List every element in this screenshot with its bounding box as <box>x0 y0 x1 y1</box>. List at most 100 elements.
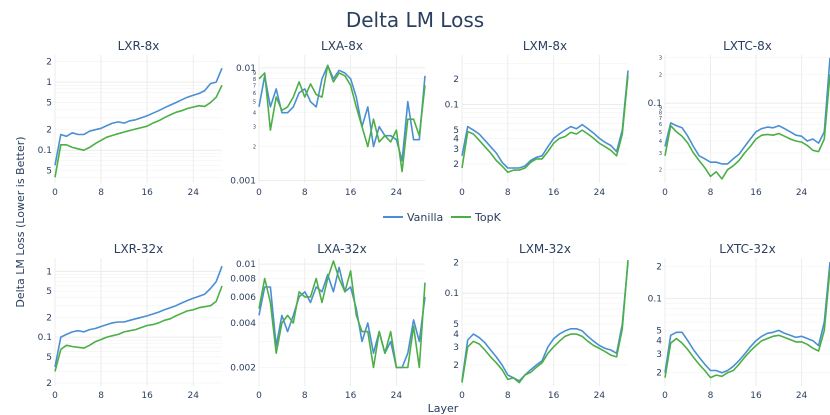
y-tick-label: 2 <box>656 369 662 379</box>
y-tick-label: 2 <box>46 313 52 323</box>
series-line-vanilla <box>54 67 223 166</box>
y-tick-label: 3 <box>453 343 459 353</box>
subplot-title: LXA-32x <box>317 242 367 256</box>
x-tick-label: 0 <box>662 391 668 401</box>
series-line-topk <box>258 260 426 369</box>
y-axis-label: Delta LM Loss (Lower is Better) <box>14 136 27 307</box>
y-tick-label: 5 <box>46 167 52 177</box>
y-tick-label: 3 <box>656 350 662 360</box>
x-tick-label: 16 <box>141 391 153 401</box>
x-tick-label: 16 <box>345 188 357 198</box>
x-tick-label: 24 <box>391 391 403 401</box>
series-line-topk <box>664 268 830 379</box>
y-tick-label: 2 <box>453 361 459 371</box>
series-line-topk <box>258 64 426 173</box>
series-line-topk <box>461 260 629 384</box>
subplot-lxm-8x: 0 8 16 24 2 0.1 543 2 LXM-8x <box>445 39 629 198</box>
y-tick-label: 7 <box>659 116 662 122</box>
series-line-vanilla <box>461 262 629 382</box>
series-line-vanilla <box>461 70 629 169</box>
y-tick-label: 0.1 <box>648 294 662 304</box>
series-line-topk <box>54 84 223 178</box>
y-tick-label: 5 <box>253 100 256 106</box>
y-tick-label: 7 <box>253 83 256 89</box>
series-line-topk <box>461 75 629 174</box>
x-tick-label: 24 <box>187 391 199 401</box>
x-tick-label: 0 <box>256 391 262 401</box>
subplot-title: LXM-32x <box>519 242 571 256</box>
y-tick-label: 2 <box>453 75 459 85</box>
y-tick-label: 4 <box>656 337 662 347</box>
y-tick-label: 2 <box>253 145 256 151</box>
y-tick-label: 0.004 <box>230 319 256 329</box>
legend[interactable]: Vanilla TopK <box>383 211 502 224</box>
x-tick-label: 24 <box>187 188 199 198</box>
x-tick-label: 0 <box>52 391 58 401</box>
series-line-topk <box>54 285 223 372</box>
x-axis-label: Layer <box>428 402 459 415</box>
subplot-lxtc-32x: 0 8 16 24 2 0.1 54 3 2 LXTC-32x <box>648 242 830 401</box>
y-tick-label: 2 <box>46 379 52 389</box>
plot-area <box>259 55 425 183</box>
plot-area <box>462 55 628 183</box>
y-tick-label: 2 <box>46 126 52 136</box>
y-tick-label: 8 <box>659 110 662 116</box>
x-tick-label: 0 <box>52 188 58 198</box>
y-tick-label: 1 <box>46 78 52 88</box>
y-tick-label: 5 <box>46 353 52 363</box>
series-line-vanilla <box>54 265 223 368</box>
y-tick-label: 3 <box>659 56 662 62</box>
y-tick-label: 2 <box>659 72 662 78</box>
y-tick-label: 2 <box>453 160 459 170</box>
y-tick-label: 3 <box>253 125 256 131</box>
x-tick-label: 8 <box>98 391 104 401</box>
plot-area <box>462 258 628 386</box>
y-tick-label: 0.01 <box>236 64 256 74</box>
y-tick-label: 4 <box>453 134 459 144</box>
x-tick-label: 8 <box>708 391 714 401</box>
y-tick-label: 0.01 <box>236 260 256 270</box>
subplot-title: LXTC-32x <box>719 242 775 256</box>
y-tick-label: 5 <box>453 320 459 330</box>
y-tick-label: 9 <box>253 71 256 77</box>
y-tick-label: 0.1 <box>38 146 52 156</box>
x-tick-label: 24 <box>796 391 808 401</box>
x-tick-label: 24 <box>796 188 808 198</box>
series-line-vanilla <box>258 64 426 162</box>
y-tick-label: 6 <box>253 91 256 97</box>
subplot-title: LXR-8x <box>118 39 160 53</box>
y-tick-label: 0.1 <box>445 289 459 299</box>
x-tick-label: 0 <box>662 188 668 198</box>
y-tick-label: 9 <box>659 105 662 111</box>
x-tick-label: 0 <box>459 391 465 401</box>
x-tick-label: 8 <box>302 391 308 401</box>
y-tick-label: 2 <box>656 262 662 272</box>
x-tick-label: 16 <box>750 188 762 198</box>
legend-topk-label[interactable]: TopK <box>474 211 502 224</box>
y-tick-label: 4 <box>253 111 256 117</box>
series-line-vanilla <box>664 57 830 165</box>
x-tick-label: 16 <box>141 188 153 198</box>
y-tick-label: 0.002 <box>230 364 256 374</box>
legend-vanilla-label[interactable]: Vanilla <box>407 211 443 224</box>
y-tick-label: 3 <box>659 151 662 157</box>
x-tick-label: 8 <box>302 188 308 198</box>
x-tick-label: 0 <box>256 188 262 198</box>
y-tick-label: 2 <box>659 168 662 174</box>
plot-area <box>665 55 830 183</box>
y-tick-label: 5 <box>46 287 52 297</box>
y-tick-label: 5 <box>659 130 662 136</box>
subplot-lxr-8x: 0 8 16 24 2 1 5 2 0.1 5 LXR-8x <box>38 39 223 198</box>
subplot-lxa-32x: 0 8 16 24 0.01 0.008 0.006 0.004 0.002 LXA-32x <box>230 242 426 401</box>
y-tick-label: 0.1 <box>38 333 52 343</box>
subplot-lxr-32x: 0 8 16 24 1 5 2 0.1 5 2 LXR-32x <box>38 242 223 401</box>
y-tick-label: 0.008 <box>230 274 256 284</box>
x-tick-label: 16 <box>345 391 357 401</box>
x-tick-label: 24 <box>391 188 403 198</box>
x-tick-label: 16 <box>548 391 560 401</box>
subplot-title: LXA-8x <box>321 39 363 53</box>
x-tick-label: 8 <box>98 188 104 198</box>
y-tick-label: 4 <box>659 139 662 145</box>
